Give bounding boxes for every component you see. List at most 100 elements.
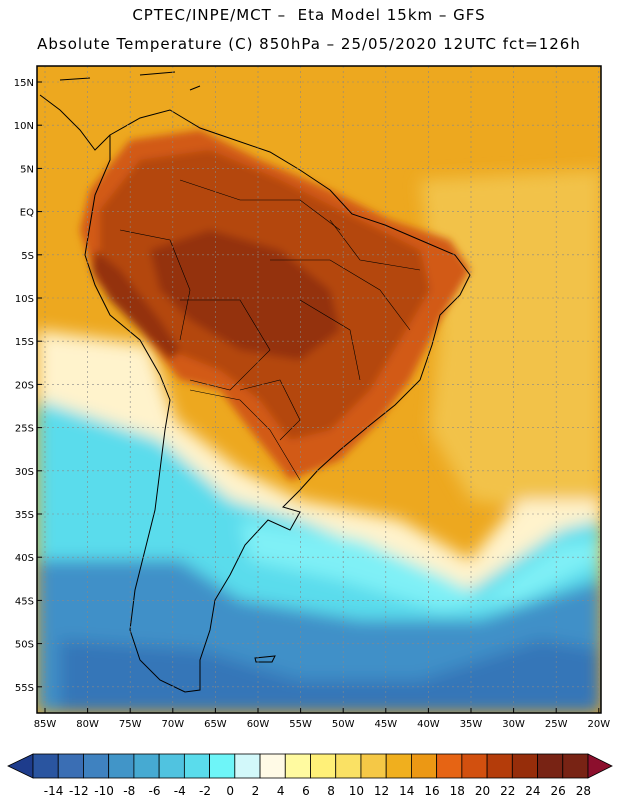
temperature-field bbox=[37, 66, 601, 713]
plot-frame bbox=[36, 65, 602, 714]
lat-tick-label: 40S bbox=[15, 553, 34, 564]
field-atlantic-yellow bbox=[420, 170, 601, 520]
lon-tick-label: 80W bbox=[76, 719, 99, 730]
colorbar-label: 14 bbox=[399, 784, 414, 798]
lon-tick-label: 20W bbox=[587, 719, 610, 730]
colorbar-label: -6 bbox=[149, 784, 161, 798]
colorbar-label: -14 bbox=[44, 784, 64, 798]
colorbar-label: 12 bbox=[374, 784, 389, 798]
colorbar-swatch bbox=[284, 753, 311, 779]
lat-tick-label: 30S bbox=[15, 467, 34, 478]
colorbar-swatch bbox=[158, 753, 185, 779]
lat-tick-label: EQ bbox=[20, 208, 34, 219]
lat-tick-label: 15S bbox=[15, 337, 34, 348]
colorbar-label: 20 bbox=[475, 784, 490, 798]
colorbar-label: 4 bbox=[277, 784, 285, 798]
colorbar-swatch bbox=[360, 753, 387, 779]
colorbar-swatch bbox=[259, 753, 286, 779]
lon-tick-label: 50W bbox=[332, 719, 355, 730]
field-deep-blue bbox=[60, 640, 601, 713]
colorbar-label: 8 bbox=[327, 784, 335, 798]
lon-tick-label: 70W bbox=[161, 719, 184, 730]
caribbean-islands bbox=[59, 71, 201, 91]
border-paraguay bbox=[239, 379, 301, 441]
colorbar-swatch bbox=[183, 753, 210, 779]
gridlines bbox=[37, 66, 601, 713]
colorbar-label: 18 bbox=[450, 784, 465, 798]
coastline-group bbox=[39, 71, 471, 693]
colorbar-label: 2 bbox=[252, 784, 260, 798]
chart-title-line2: Absolute Temperature (C) 850hPa – 25/05/… bbox=[37, 35, 581, 53]
colorbar-label: 22 bbox=[500, 784, 515, 798]
lat-tick-label: 20S bbox=[15, 380, 34, 391]
colorbar-label: -8 bbox=[123, 784, 135, 798]
colorbar-label: -10 bbox=[94, 784, 114, 798]
border-peru-brazil bbox=[119, 229, 191, 341]
colorbar-swatch bbox=[57, 753, 84, 779]
colorbar-label: 10 bbox=[349, 784, 364, 798]
colorbar-min-arrow bbox=[7, 753, 34, 779]
colorbar-label: 28 bbox=[576, 784, 591, 798]
lon-tick-label: 40W bbox=[417, 719, 440, 730]
colorbar-label: -4 bbox=[174, 784, 186, 798]
field-andes-core bbox=[92, 250, 180, 360]
colorbar-swatch bbox=[511, 753, 538, 779]
colorbar: -14 -12 -10 -8 -6 -4 -2 0 2 4 6 8 10 12 14 16 18 20 22 24 26… bbox=[7, 753, 613, 798]
colorbar-swatch bbox=[133, 753, 160, 779]
lat-tick-label: 10S bbox=[15, 294, 34, 305]
lat-tick-label: 45S bbox=[15, 596, 34, 607]
lat-tick-label: 35S bbox=[15, 510, 34, 521]
lon-tick-label: 85W bbox=[34, 719, 57, 730]
colorbar-label: 16 bbox=[424, 784, 439, 798]
colorbar-swatch bbox=[310, 753, 337, 779]
longitude-axis: 85W 80W 75W 70W 65W 60W 55W 50W 45W 40W 35W 30W 25W 2… bbox=[34, 708, 610, 730]
colorbar-swatch bbox=[335, 753, 362, 779]
colorbar-swatch bbox=[461, 753, 488, 779]
border-bolivia bbox=[180, 299, 271, 391]
country-borders bbox=[119, 179, 421, 481]
colorbar-swatch bbox=[562, 753, 589, 779]
lat-tick-label: 5S bbox=[21, 251, 34, 262]
lon-tick-label: 35W bbox=[460, 719, 483, 730]
colorbar-swatch bbox=[32, 753, 59, 779]
lon-tick-label: 30W bbox=[502, 719, 525, 730]
lat-tick-label: 55S bbox=[15, 683, 34, 694]
border-argentina bbox=[189, 389, 301, 481]
lon-tick-label: 60W bbox=[247, 719, 270, 730]
colorbar-label: -12 bbox=[69, 784, 89, 798]
colorbar-label: -2 bbox=[199, 784, 211, 798]
colorbar-swatch bbox=[108, 753, 135, 779]
lon-tick-label: 25W bbox=[545, 719, 568, 730]
lat-tick-label: 5N bbox=[20, 164, 34, 175]
colorbar-label: 26 bbox=[551, 784, 566, 798]
colorbar-swatch bbox=[411, 753, 438, 779]
lat-tick-label: 15N bbox=[14, 78, 34, 89]
colorbar-swatch bbox=[537, 753, 564, 779]
colorbar-label: 0 bbox=[226, 784, 234, 798]
lon-tick-label: 55W bbox=[289, 719, 312, 730]
latitude-axis: 15N 10N 5N EQ 5S 10S 15S 20S 25S 30S 35S 40S 45S 50S 5… bbox=[14, 78, 42, 694]
lat-tick-label: 50S bbox=[15, 640, 34, 651]
colorbar-swatch bbox=[436, 753, 463, 779]
lat-tick-label: 25S bbox=[15, 424, 34, 435]
colorbar-swatch bbox=[385, 753, 412, 779]
lat-tick-label: 10N bbox=[14, 121, 34, 132]
colorbar-swatch bbox=[209, 753, 236, 779]
lon-tick-label: 65W bbox=[204, 719, 227, 730]
colorbar-label: 24 bbox=[525, 784, 540, 798]
lon-tick-label: 45W bbox=[374, 719, 397, 730]
south-america-coastline bbox=[84, 109, 471, 693]
colorbar-swatch bbox=[83, 753, 110, 779]
colorbar-swatch bbox=[486, 753, 513, 779]
colorbar-swatch bbox=[234, 753, 261, 779]
central-america-coastline bbox=[39, 94, 111, 151]
colorbar-max-arrow bbox=[587, 753, 613, 779]
falklands bbox=[254, 655, 276, 663]
field-light-cyan bbox=[240, 520, 601, 610]
border-brazil-west bbox=[179, 179, 341, 231]
lon-tick-label: 75W bbox=[119, 719, 142, 730]
colorbar-label: 6 bbox=[302, 784, 310, 798]
border-brazil-states bbox=[270, 219, 421, 381]
chart-title-line1: CPTEC/INPE/MCT – Eta Model 15km – GFS bbox=[132, 6, 486, 24]
